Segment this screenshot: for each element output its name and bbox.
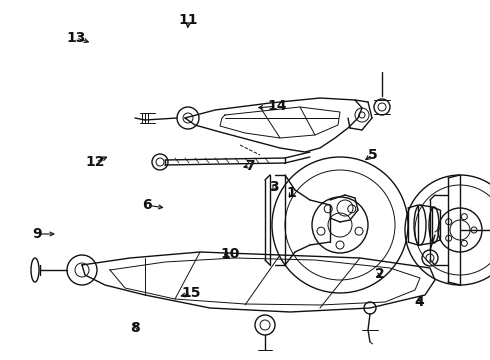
Text: 1: 1: [287, 186, 296, 199]
Text: 2: 2: [375, 267, 385, 280]
Text: 12: 12: [86, 155, 105, 169]
Text: 15: 15: [181, 287, 201, 300]
Text: 14: 14: [267, 99, 287, 113]
Text: 6: 6: [142, 198, 152, 212]
Text: 11: 11: [179, 13, 198, 27]
Text: 7: 7: [245, 159, 255, 172]
Text: 4: 4: [414, 296, 424, 309]
Text: 9: 9: [32, 227, 42, 241]
Text: 5: 5: [368, 148, 377, 162]
Text: 8: 8: [130, 321, 140, 334]
Text: 13: 13: [66, 31, 86, 45]
Text: 10: 10: [220, 247, 240, 261]
Text: 3: 3: [270, 180, 279, 194]
